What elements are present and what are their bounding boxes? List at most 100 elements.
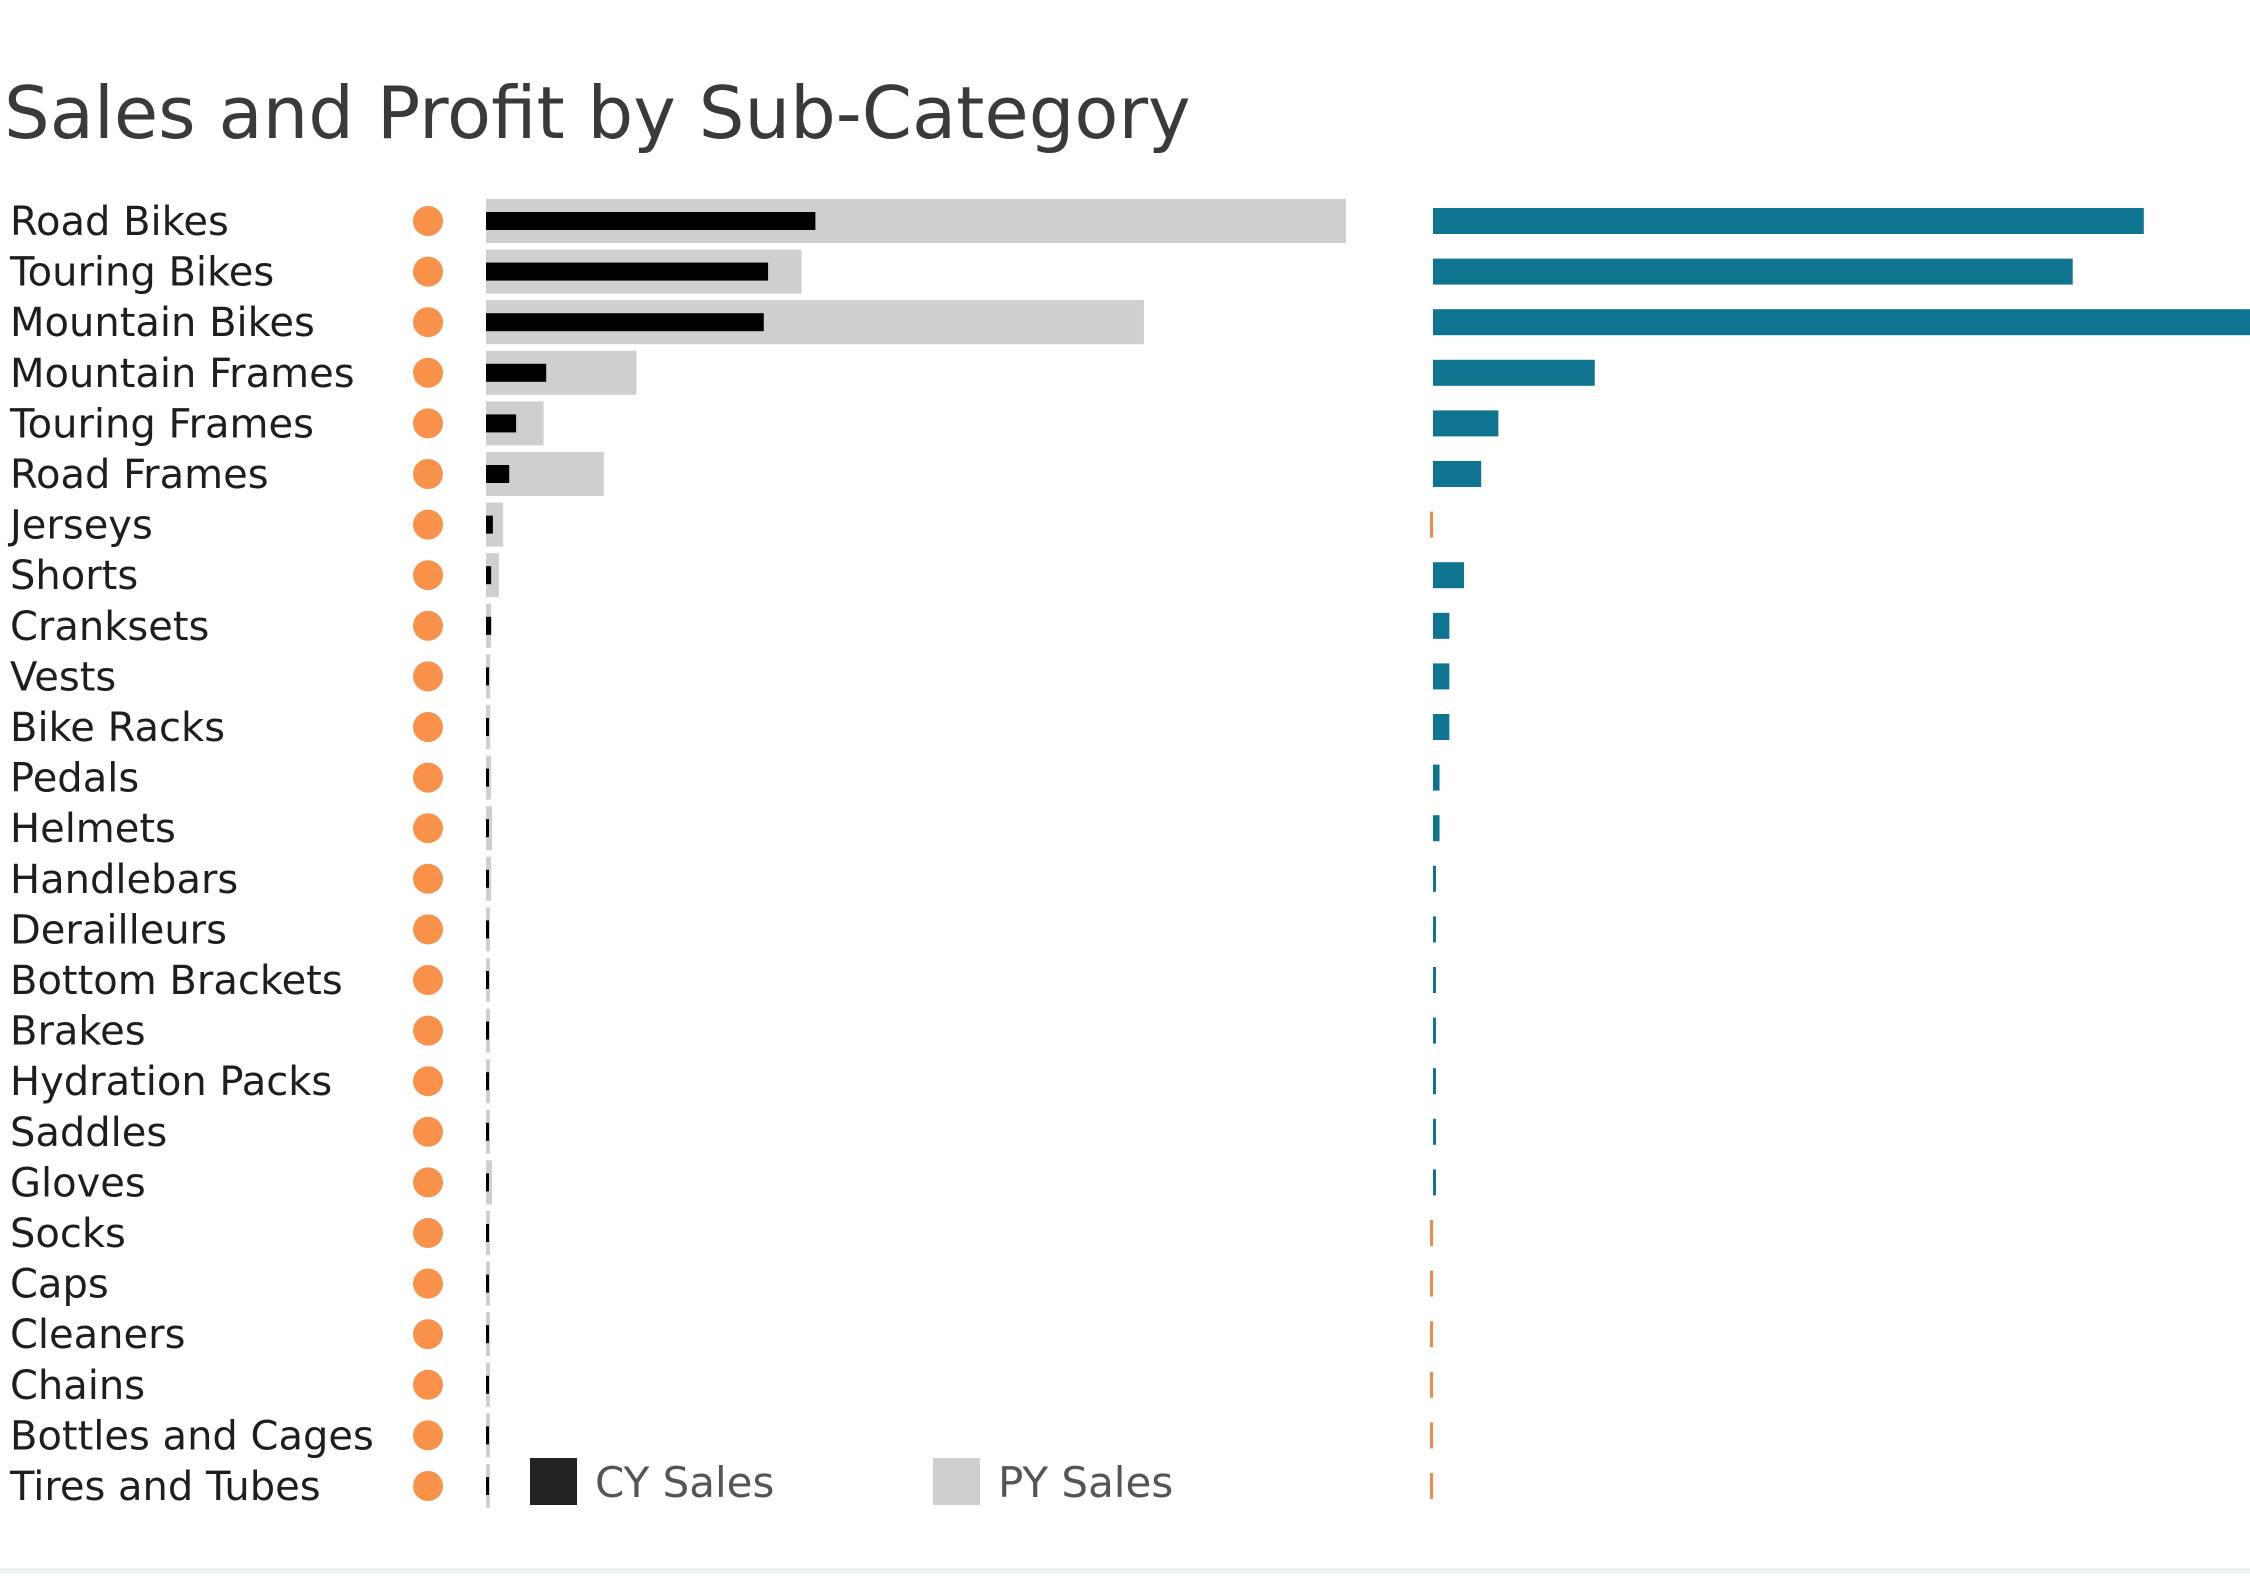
legend-label-cy-sales: CY Sales bbox=[595, 1458, 774, 1507]
status-dot-derailleurs bbox=[413, 914, 443, 945]
status-dot-handlebars bbox=[413, 863, 443, 894]
status-dot-hydration-packs bbox=[413, 1066, 443, 1097]
profit-bar-shorts bbox=[1433, 562, 1465, 589]
cy-sales-bar-bottles-and-cages bbox=[486, 1426, 489, 1445]
py-sales-bar-shorts bbox=[486, 553, 499, 598]
profit-bar-chains bbox=[1430, 1371, 1433, 1398]
status-dot-bottles-and-cages bbox=[413, 1420, 443, 1451]
profit-bar-bottles-and-cages bbox=[1430, 1422, 1433, 1449]
status-dot-shorts bbox=[413, 560, 443, 591]
category-label-derailleurs: Derailleurs bbox=[10, 907, 227, 953]
category-label-mountain-frames: Mountain Frames bbox=[10, 351, 355, 397]
status-dot-brakes bbox=[413, 1015, 443, 1046]
status-dot-caps bbox=[413, 1268, 443, 1299]
status-dot-bottom-brackets bbox=[413, 965, 443, 995]
profit-bar-helmets bbox=[1433, 815, 1440, 842]
category-label-cleaners: Cleaners bbox=[10, 1312, 185, 1358]
profit-bar-gloves bbox=[1433, 1169, 1436, 1196]
status-dot-vests bbox=[413, 661, 443, 692]
category-label-chains: Chains bbox=[10, 1363, 145, 1409]
status-dot-touring-bikes bbox=[413, 256, 443, 287]
profit-bar-road-bikes bbox=[1433, 208, 2144, 234]
category-label-handlebars: Handlebars bbox=[10, 857, 238, 903]
profit-bar-road-frames bbox=[1433, 461, 1482, 487]
category-label-touring-bikes: Touring Bikes bbox=[9, 250, 274, 296]
category-label-bottom-brackets: Bottom Brackets bbox=[10, 958, 343, 1004]
py-sales-bar-helmets bbox=[486, 806, 493, 851]
status-dot-gloves bbox=[413, 1167, 443, 1198]
profit-bar-mountain-bikes bbox=[1433, 309, 2250, 336]
profit-bar-touring-bikes bbox=[1433, 258, 2073, 285]
category-label-bike-racks: Bike Racks bbox=[10, 705, 225, 751]
profit-bar-mountain-frames bbox=[1433, 359, 1595, 386]
category-label-vests: Vests bbox=[10, 654, 116, 700]
profit-bar-tires-and-tubes bbox=[1430, 1473, 1433, 1499]
cy-sales-bar-chains bbox=[486, 1375, 489, 1394]
cy-sales-bar-road-bikes bbox=[486, 212, 816, 230]
cy-sales-bar-bike-racks bbox=[486, 718, 489, 736]
category-label-hydration-packs: Hydration Packs bbox=[10, 1059, 332, 1105]
chart-title: Sales and Profit by Sub-Category bbox=[4, 71, 1191, 155]
legend-swatch-py-sales bbox=[933, 1458, 980, 1505]
status-dot-road-bikes bbox=[413, 206, 443, 236]
cy-sales-bar-jerseys bbox=[486, 515, 493, 534]
category-label-helmets: Helmets bbox=[10, 806, 176, 852]
cy-sales-bar-gloves bbox=[486, 1173, 489, 1192]
legend-swatch-cy-sales bbox=[530, 1458, 577, 1505]
cy-sales-bar-road-frames bbox=[486, 465, 510, 483]
status-dot-chains bbox=[413, 1369, 443, 1400]
cy-sales-bar-touring-frames bbox=[486, 414, 517, 433]
profit-bar-socks bbox=[1430, 1220, 1433, 1246]
py-sales-bar-jerseys bbox=[486, 502, 504, 547]
status-dot-helmets bbox=[413, 813, 443, 844]
cy-sales-bar-mountain-bikes bbox=[486, 313, 764, 332]
status-dot-jerseys bbox=[413, 509, 443, 540]
category-label-bottles-and-cages: Bottles and Cages bbox=[10, 1413, 374, 1459]
profit-bar-vests bbox=[1433, 663, 1450, 690]
cy-sales-bar-saddles bbox=[486, 1122, 489, 1141]
cy-sales-bar-pedals bbox=[486, 768, 489, 787]
category-label-touring-frames: Touring Frames bbox=[9, 401, 314, 447]
status-dot-tires-and-tubes bbox=[413, 1471, 443, 1501]
category-label-shorts: Shorts bbox=[10, 553, 138, 599]
cy-sales-bar-caps bbox=[486, 1274, 489, 1293]
status-dot-mountain-frames bbox=[413, 357, 443, 388]
status-dot-cranksets bbox=[413, 610, 443, 641]
cy-sales-bar-vests bbox=[486, 667, 489, 686]
category-label-saddles: Saddles bbox=[10, 1110, 167, 1156]
cy-sales-bar-mountain-frames bbox=[486, 363, 547, 382]
category-label-socks: Socks bbox=[10, 1211, 126, 1257]
profit-bar-saddles bbox=[1433, 1118, 1436, 1145]
profit-bar-pedals bbox=[1433, 764, 1440, 791]
cy-sales-bar-cranksets bbox=[486, 616, 492, 635]
status-dot-socks bbox=[413, 1218, 443, 1248]
status-dot-mountain-bikes bbox=[413, 307, 443, 338]
profit-bar-bike-racks bbox=[1433, 714, 1450, 740]
category-label-mountain-bikes: Mountain Bikes bbox=[10, 300, 315, 346]
status-dot-saddles bbox=[413, 1116, 443, 1147]
cy-sales-bar-handlebars bbox=[486, 869, 489, 888]
cy-sales-bar-shorts bbox=[486, 566, 492, 585]
category-label-pedals: Pedals bbox=[10, 756, 139, 802]
cy-sales-bar-derailleurs bbox=[486, 920, 489, 939]
bottom-divider bbox=[0, 1568, 2250, 1574]
profit-bar-hydration-packs bbox=[1433, 1068, 1436, 1095]
cy-sales-bar-cleaners bbox=[486, 1325, 489, 1344]
status-dot-bike-racks bbox=[413, 712, 443, 742]
cy-sales-bar-socks bbox=[486, 1224, 489, 1242]
category-label-road-frames: Road Frames bbox=[10, 452, 269, 498]
cy-sales-bar-hydration-packs bbox=[486, 1072, 489, 1091]
py-sales-bar-gloves bbox=[486, 1160, 493, 1205]
status-dot-road-frames bbox=[413, 459, 443, 489]
category-label-caps: Caps bbox=[10, 1262, 109, 1308]
profit-bar-cranksets bbox=[1433, 612, 1450, 639]
cy-sales-bar-tires-and-tubes bbox=[486, 1477, 489, 1495]
cy-sales-bar-helmets bbox=[486, 819, 489, 838]
profit-bar-jerseys bbox=[1430, 511, 1433, 538]
cy-sales-bar-brakes bbox=[486, 1021, 489, 1040]
category-label-tires-and-tubes: Tires and Tubes bbox=[9, 1464, 321, 1510]
cy-sales-bar-bottom-brackets bbox=[486, 971, 489, 989]
category-label-cranksets: Cranksets bbox=[10, 604, 209, 650]
